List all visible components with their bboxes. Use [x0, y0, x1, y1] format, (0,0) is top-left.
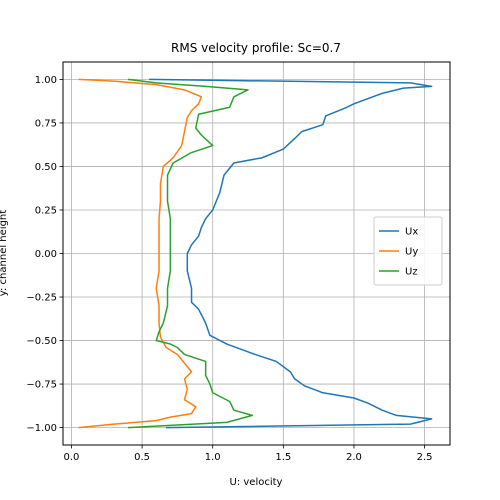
x-tick-label: 1.5 — [275, 452, 291, 463]
x-tick-label: 2.0 — [346, 452, 362, 463]
y-tick-label: 1.00 — [35, 75, 57, 86]
legend-label-ux: Ux — [405, 227, 418, 238]
legend: Ux Uy Uz — [373, 216, 443, 286]
y-tick-label: −1.00 — [26, 423, 57, 434]
y-tick-label: 0.75 — [35, 118, 57, 129]
x-tick-label: 1.0 — [205, 452, 221, 463]
legend-box — [373, 216, 443, 286]
series-lines — [78, 78, 433, 429]
series-line-uy — [78, 78, 203, 429]
y-tick-label: −0.25 — [26, 293, 57, 304]
y-tick-label: 0.00 — [35, 249, 57, 260]
y-tick-label: −0.75 — [26, 380, 57, 391]
x-tick-label: 0.5 — [134, 452, 150, 463]
y-tick-label: 0.50 — [35, 162, 57, 173]
x-axis-ticks: 0.0 0.5 1.0 1.5 2.0 2.5 — [64, 445, 433, 463]
series-line-ux — [149, 78, 433, 429]
legend-label-uz: Uz — [405, 267, 418, 278]
x-tick-label: 2.5 — [417, 452, 433, 463]
series-line-uz — [127, 78, 254, 429]
x-tick-label: 0.0 — [64, 452, 80, 463]
y-tick-label: 0.25 — [35, 205, 57, 216]
chart-title: RMS velocity profile: Sc=0.7 — [171, 41, 341, 55]
y-tick-label: −0.50 — [26, 336, 57, 347]
x-axis-title: U: velocity — [230, 477, 283, 488]
y-axis-ticks: −1.00 −0.75 −0.50 −0.25 0.00 0.25 0.50 0.75 1.00 — [26, 75, 63, 434]
y-axis-title: y: channel height — [0, 210, 9, 296]
legend-label-uy: Uy — [405, 247, 418, 258]
